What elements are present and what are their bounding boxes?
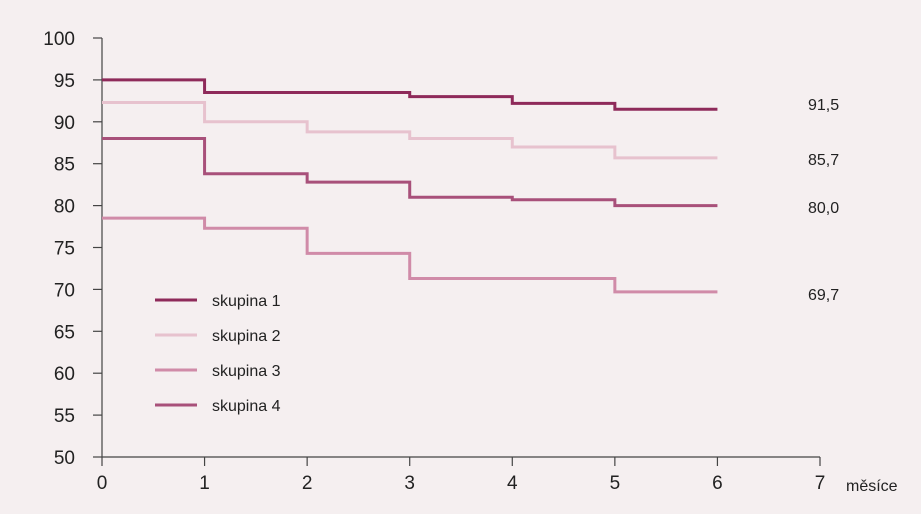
end-label-3: 69,7: [808, 287, 839, 304]
y-tick-label: 100: [43, 29, 75, 50]
y-tick-label: 55: [54, 406, 75, 427]
y-tick-label: 90: [54, 113, 75, 134]
series-line-2: [102, 101, 718, 160]
y-tick-label: 50: [54, 448, 75, 469]
x-tick-label: 1: [199, 473, 210, 494]
legend-label-3: skupina 3: [212, 363, 281, 380]
series-lines: [102, 78, 718, 294]
end-labels: 91,5 85,7 69,7 80,0: [808, 97, 839, 304]
x-tick-label: 2: [302, 473, 313, 494]
y-tick-label: 70: [54, 280, 75, 301]
x-tick-label: 0: [97, 473, 108, 494]
legend-label-4: skupina 4: [212, 398, 281, 415]
x-tick-label: 3: [404, 473, 415, 494]
y-tick-label: 80: [54, 197, 75, 218]
series-line-4: [102, 137, 718, 208]
y-axis: 50 55 60 65 70 75 80 85 90 95 100: [43, 29, 103, 469]
x-tick-label: 5: [610, 473, 621, 494]
y-tick-label: 65: [54, 322, 75, 343]
y-tick-label: 85: [54, 155, 75, 176]
end-label-1: 91,5: [808, 97, 839, 114]
series-line-3: [102, 216, 718, 294]
legend-label-2: skupina 2: [212, 328, 281, 345]
end-label-2: 85,7: [808, 152, 839, 169]
legend-label-1: skupina 1: [212, 293, 281, 310]
series-line-1: [102, 78, 718, 111]
y-tick-label: 95: [54, 71, 75, 92]
x-tick-label: 4: [507, 473, 518, 494]
x-tick-label: 7: [815, 473, 826, 494]
x-axis: 0 1 2 3 4 5 6 7: [97, 456, 826, 494]
y-tick-label: 60: [54, 364, 75, 385]
x-axis-title: měsíce: [846, 478, 898, 495]
end-label-4: 80,0: [808, 200, 839, 217]
x-tick-label: 6: [712, 473, 723, 494]
y-tick-label: 75: [54, 239, 75, 260]
legend: skupina 1 skupina 2 skupina 3 skupina 4: [155, 293, 281, 415]
